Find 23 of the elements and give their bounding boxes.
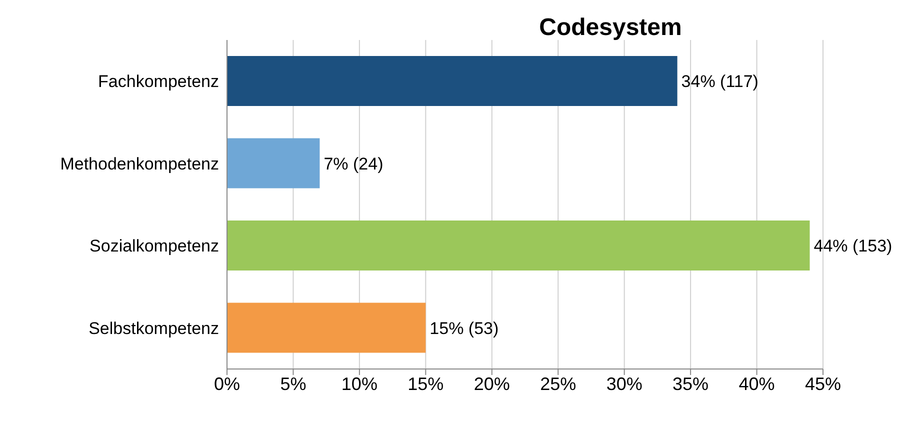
bar: [227, 302, 426, 353]
data-label: 15% (53): [430, 318, 499, 338]
bar: [227, 138, 320, 188]
x-tick-label: 45%: [804, 374, 842, 394]
bar: [227, 56, 678, 106]
x-tick-label: 25%: [540, 374, 576, 394]
y-tick-label: Methodenkompetenz: [60, 154, 219, 174]
x-tick-label: 15%: [408, 374, 444, 394]
chart-title: Codesystem: [538, 14, 683, 42]
y-tick-label: Fachkompetenz: [98, 72, 219, 92]
data-label: 34% (117): [681, 72, 758, 92]
data-label: 7% (24): [324, 154, 384, 174]
x-tick-label: 5%: [280, 374, 306, 394]
y-tick-label: Selbstkompetenz: [88, 318, 219, 338]
x-tick-label: 0%: [214, 374, 240, 394]
x-tick-label: 40%: [738, 374, 775, 394]
x-tick-label: 20%: [474, 374, 510, 394]
data-label: 44% (153): [814, 236, 892, 256]
x-tick-label: 35%: [672, 374, 709, 394]
y-tick-label: Sozialkompetenz: [90, 236, 219, 256]
bar: [227, 220, 810, 270]
x-tick-label: 30%: [606, 374, 642, 394]
x-tick-label: 10%: [341, 374, 378, 394]
